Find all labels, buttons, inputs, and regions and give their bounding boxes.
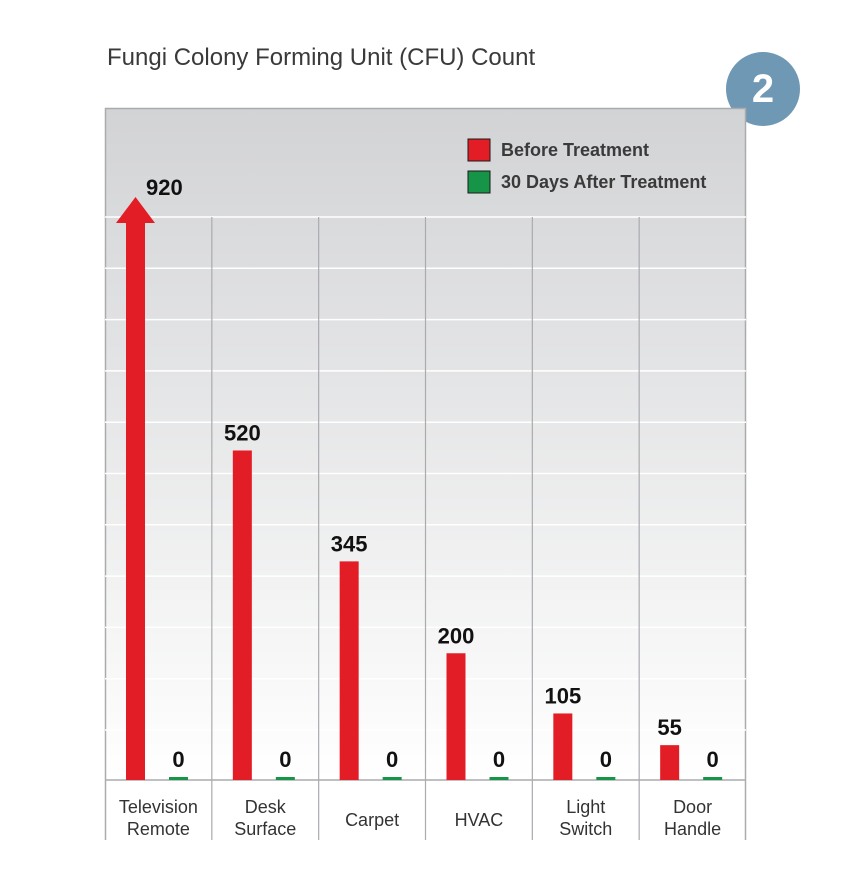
before-value-label: 920 bbox=[146, 175, 183, 200]
after-value-label: 0 bbox=[707, 747, 719, 772]
after-value-label: 0 bbox=[493, 747, 505, 772]
before-value-label: 345 bbox=[331, 531, 368, 556]
after-value-label: 0 bbox=[279, 747, 291, 772]
category-label: Light Switch bbox=[559, 797, 612, 839]
after-value-label: 0 bbox=[600, 747, 612, 772]
category-label-line: Carpet bbox=[345, 810, 399, 830]
category-label-line: Switch bbox=[559, 819, 612, 839]
category-label: Carpet bbox=[345, 810, 399, 830]
category-label-line: Television bbox=[119, 797, 198, 817]
before-treatment-bar bbox=[232, 450, 252, 780]
before-treatment-bar bbox=[446, 653, 466, 780]
category-label-line: Door bbox=[673, 797, 712, 817]
category-label-line: Light bbox=[566, 797, 605, 817]
before-treatment-bar bbox=[339, 561, 359, 780]
category-label: Door Handle bbox=[664, 797, 721, 839]
category-label-line: Handle bbox=[664, 819, 721, 839]
category-label-line: Desk bbox=[245, 797, 287, 817]
after-value-label: 0 bbox=[172, 747, 184, 772]
after-treatment-bar bbox=[169, 777, 188, 780]
legend-swatch bbox=[467, 138, 491, 162]
category-label-line: Surface bbox=[234, 819, 296, 839]
category-label-line: HVAC bbox=[455, 810, 504, 830]
after-treatment-bar bbox=[596, 777, 616, 780]
after-treatment-bar bbox=[489, 777, 509, 780]
legend-swatch bbox=[467, 170, 491, 194]
legend-label: Before Treatment bbox=[501, 140, 649, 160]
after-treatment-bar bbox=[275, 777, 295, 780]
before-treatment-bar bbox=[660, 745, 680, 780]
category-label: HVAC bbox=[455, 810, 504, 830]
before-treatment-bar bbox=[553, 713, 573, 780]
before-value-label: 55 bbox=[657, 715, 681, 740]
chart-title: Fungi Colony Forming Unit (CFU) Count bbox=[107, 44, 536, 71]
bar-arrow-head bbox=[116, 197, 155, 223]
after-value-label: 0 bbox=[386, 747, 398, 772]
before-value-label: 105 bbox=[544, 683, 581, 708]
category-label: Desk Surface bbox=[234, 797, 296, 839]
category-label-line: Remote bbox=[127, 819, 190, 839]
after-treatment-bar bbox=[382, 777, 402, 780]
before-value-label: 200 bbox=[438, 623, 475, 648]
after-treatment-bar bbox=[703, 777, 723, 780]
before-treatment-bar bbox=[126, 223, 145, 780]
legend-label: 30 Days After Treatment bbox=[501, 172, 706, 192]
category-label: Television Remote bbox=[119, 797, 198, 839]
before-value-label: 520 bbox=[224, 420, 261, 445]
